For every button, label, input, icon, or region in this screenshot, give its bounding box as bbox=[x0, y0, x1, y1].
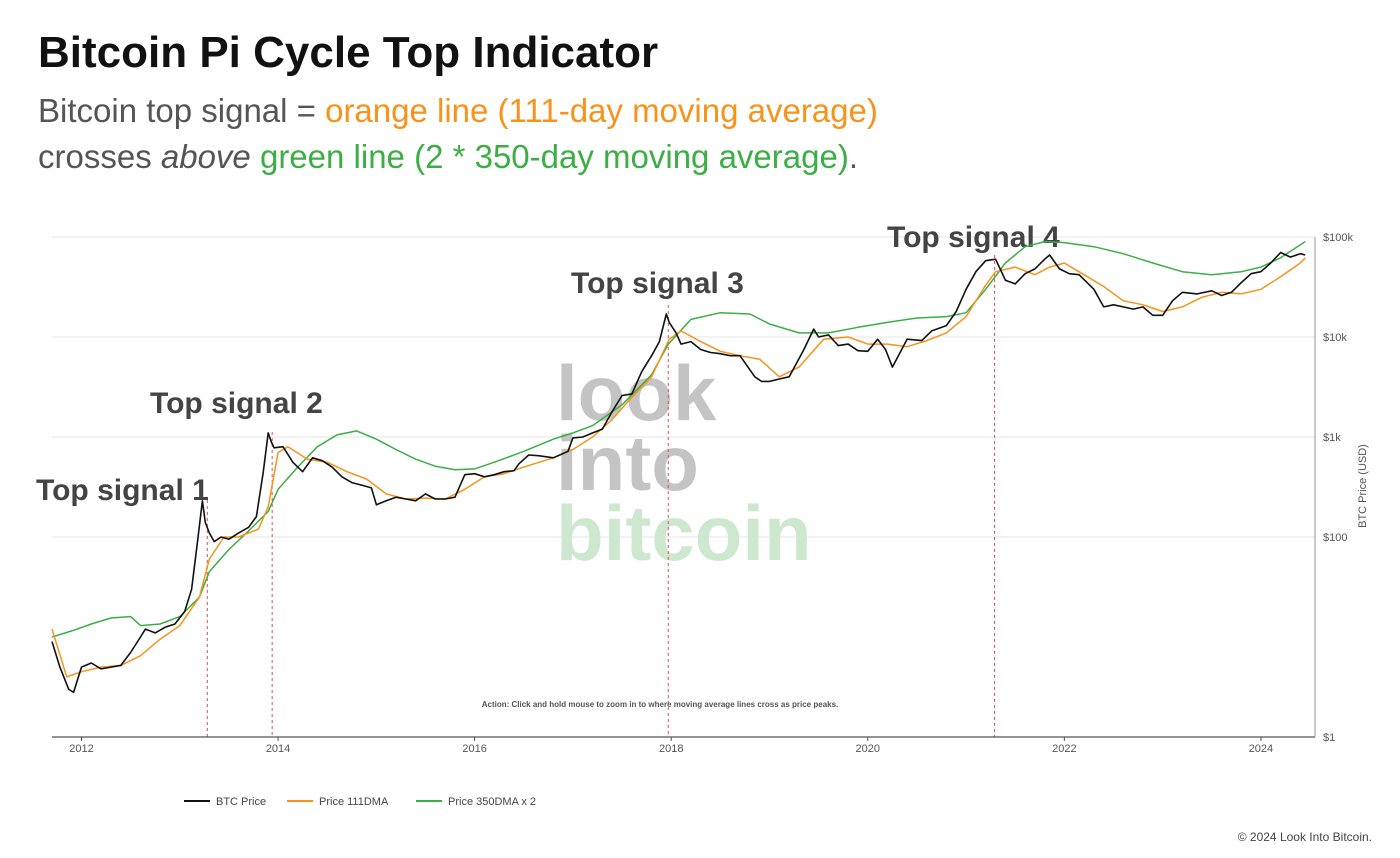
signal-label: Top signal 4 bbox=[887, 221, 1060, 254]
green-line-description: green line (2 * 350-day moving average) bbox=[259, 138, 849, 175]
x-tick-label: 2022 bbox=[1052, 743, 1076, 755]
x-tick-label: 2016 bbox=[462, 743, 486, 755]
subtitle-crosses: crosses bbox=[38, 138, 161, 175]
subtitle: Bitcoin top signal = orange line (111-da… bbox=[38, 88, 878, 180]
y-tick-label: $1k bbox=[1323, 432, 1341, 444]
signal-label: Top signal 1 bbox=[36, 474, 209, 507]
page-title: Bitcoin Pi Cycle Top Indicator bbox=[38, 28, 659, 77]
x-tick-label: 2024 bbox=[1249, 743, 1273, 755]
copyright: © 2024 Look Into Bitcoin. bbox=[1237, 830, 1372, 844]
signal-markers: Top signal 1 Top signal 2 Top signal 3 Top … bbox=[36, 221, 1060, 737]
y-tick-label: $100 bbox=[1323, 532, 1347, 544]
watermark: look into bitcoin bbox=[556, 349, 812, 577]
signal-label: Top signal 2 bbox=[150, 387, 323, 420]
subtitle-line-2: crosses above green line (2 * 350-day mo… bbox=[38, 134, 878, 180]
btc-price-line[interactable] bbox=[51, 251, 1306, 694]
subtitle-prefix: Bitcoin top signal = bbox=[38, 92, 326, 129]
ma111-line[interactable] bbox=[51, 257, 1306, 678]
legend-label: Price 350DMA x 2 bbox=[448, 796, 536, 808]
axes: $1 $100 $1k $10k $100k 2012 2014 2016 2018 2020 20… bbox=[52, 232, 1353, 755]
y-tick-label: $1 bbox=[1323, 732, 1335, 744]
watermark-into: into bbox=[556, 419, 699, 507]
orange-line-description: orange line (111-day moving average) bbox=[325, 92, 878, 129]
watermark-bitcoin: bitcoin bbox=[556, 489, 812, 577]
x-tick-label: 2014 bbox=[266, 743, 290, 755]
y-tick-label: $100k bbox=[1323, 232, 1353, 244]
subtitle-period: . bbox=[848, 138, 858, 175]
signal-label: Top signal 3 bbox=[571, 267, 744, 300]
x-tick-label: 2012 bbox=[69, 743, 93, 755]
legend-label: BTC Price bbox=[216, 796, 266, 808]
legend: BTC Price Price 111DMA Price 350DMA x 2 bbox=[184, 796, 536, 808]
y-tick-label: $10k bbox=[1323, 332, 1347, 344]
action-note: Action: Click and hold mouse to zoom in … bbox=[482, 700, 839, 709]
x-tick-label: 2020 bbox=[856, 743, 880, 755]
series-lines[interactable] bbox=[51, 240, 1306, 694]
subtitle-line-1: Bitcoin top signal = orange line (111-da… bbox=[38, 88, 878, 134]
x-tick-label: 2018 bbox=[659, 743, 683, 755]
legend-label: Price 111DMA bbox=[319, 796, 389, 808]
subtitle-above: above bbox=[160, 138, 251, 175]
ma350x2-line[interactable] bbox=[51, 240, 1306, 638]
y-axis-label: BTC Price (USD) bbox=[1357, 444, 1369, 528]
